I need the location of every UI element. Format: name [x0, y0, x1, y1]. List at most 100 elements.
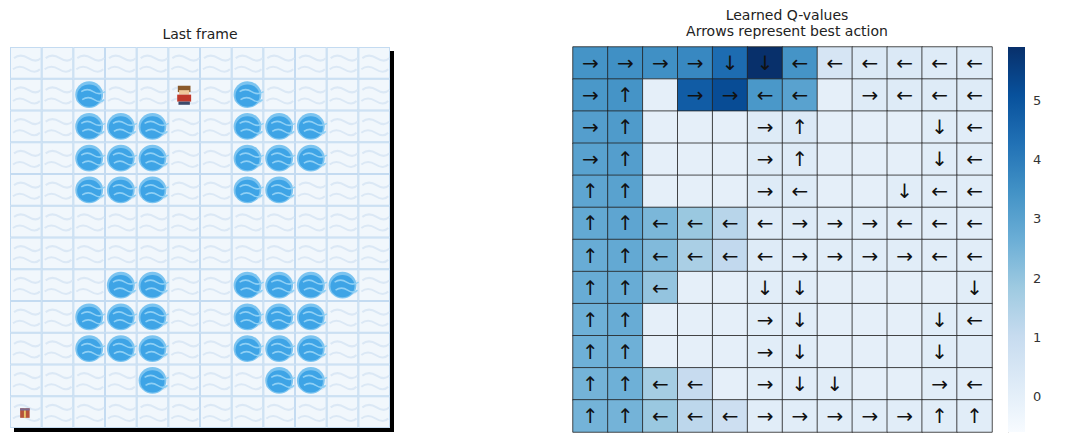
svg-text:↑: ↑: [617, 147, 634, 171]
svg-text:→: →: [931, 372, 948, 396]
svg-text:→: →: [826, 404, 843, 428]
svg-text:←: ←: [792, 51, 809, 75]
svg-text:↓: ↓: [931, 340, 948, 364]
svg-text:←: ←: [757, 83, 774, 107]
svg-text:4: 4: [1033, 152, 1041, 167]
svg-text:→: →: [687, 83, 704, 107]
svg-text:←: ←: [792, 179, 809, 203]
svg-text:←: ←: [931, 211, 948, 235]
svg-text:←: ←: [757, 211, 774, 235]
svg-text:5: 5: [1033, 93, 1041, 108]
svg-text:↑: ↑: [582, 372, 599, 396]
svg-text:←: ←: [966, 244, 983, 268]
svg-text:←: ←: [792, 83, 809, 107]
svg-text:↓: ↓: [757, 276, 774, 300]
svg-text:←: ←: [687, 211, 704, 235]
svg-text:←: ←: [966, 308, 983, 332]
svg-text:←: ←: [966, 211, 983, 235]
svg-text:→: →: [826, 244, 843, 268]
svg-text:←: ←: [652, 244, 669, 268]
svg-text:→: →: [792, 244, 809, 268]
svg-text:→: →: [757, 179, 774, 203]
svg-text:→: →: [757, 340, 774, 364]
svg-text:←: ←: [966, 83, 983, 107]
svg-text:↑: ↑: [617, 276, 634, 300]
svg-text:↓: ↓: [792, 308, 809, 332]
svg-text:←: ←: [652, 404, 669, 428]
svg-text:←: ←: [931, 83, 948, 107]
svg-text:↑: ↑: [582, 340, 599, 364]
svg-text:Arrows represent best action: Arrows represent best action: [686, 23, 888, 39]
svg-text:←: ←: [687, 244, 704, 268]
svg-text:←: ←: [722, 211, 739, 235]
svg-text:→: →: [582, 115, 599, 139]
svg-text:3: 3: [1033, 211, 1041, 226]
svg-text:↑: ↑: [792, 115, 809, 139]
svg-text:←: ←: [652, 211, 669, 235]
svg-text:↑: ↑: [617, 83, 634, 107]
svg-text:←: ←: [896, 83, 913, 107]
svg-text:←: ←: [896, 211, 913, 235]
svg-text:↓: ↓: [931, 308, 948, 332]
svg-text:→: →: [582, 51, 599, 75]
svg-text:1: 1: [1033, 330, 1041, 345]
svg-text:→: →: [896, 244, 913, 268]
svg-text:2: 2: [1033, 271, 1041, 286]
svg-text:→: →: [861, 244, 878, 268]
svg-text:→: →: [792, 404, 809, 428]
svg-text:↑: ↑: [931, 404, 948, 428]
svg-text:↓: ↓: [792, 372, 809, 396]
svg-text:←: ←: [966, 147, 983, 171]
svg-text:↑: ↑: [617, 244, 634, 268]
svg-text:→: →: [617, 51, 634, 75]
svg-text:←: ←: [652, 372, 669, 396]
svg-text:↑: ↑: [617, 308, 634, 332]
svg-text:↓: ↓: [792, 340, 809, 364]
svg-text:↑: ↑: [582, 404, 599, 428]
svg-text:↑: ↑: [617, 179, 634, 203]
svg-text:↑: ↑: [617, 372, 634, 396]
svg-text:→: →: [826, 211, 843, 235]
svg-text:←: ←: [931, 51, 948, 75]
svg-text:Last frame: Last frame: [162, 26, 237, 42]
svg-text:←: ←: [896, 51, 913, 75]
svg-text:→: →: [757, 308, 774, 332]
svg-text:↑: ↑: [617, 340, 634, 364]
svg-text:←: ←: [687, 404, 704, 428]
svg-text:↑: ↑: [582, 308, 599, 332]
svg-text:→: →: [582, 147, 599, 171]
svg-text:→: →: [861, 404, 878, 428]
svg-text:←: ←: [652, 276, 669, 300]
svg-text:←: ←: [826, 51, 843, 75]
svg-text:←: ←: [966, 372, 983, 396]
svg-text:↓: ↓: [931, 115, 948, 139]
svg-text:←: ←: [966, 179, 983, 203]
svg-text:↑: ↑: [617, 404, 634, 428]
svg-text:←: ←: [757, 244, 774, 268]
svg-text:←: ←: [861, 51, 878, 75]
svg-text:→: →: [757, 115, 774, 139]
svg-text:↓: ↓: [722, 51, 739, 75]
svg-text:→: →: [582, 83, 599, 107]
svg-text:←: ←: [931, 179, 948, 203]
svg-text:↑: ↑: [582, 211, 599, 235]
svg-text:↑: ↑: [966, 404, 983, 428]
svg-text:↑: ↑: [792, 147, 809, 171]
svg-text:←: ←: [931, 244, 948, 268]
svg-text:→: →: [861, 83, 878, 107]
svg-text:←: ←: [966, 115, 983, 139]
svg-text:Learned Q-values: Learned Q-values: [726, 7, 849, 23]
svg-text:↑: ↑: [617, 211, 634, 235]
svg-text:→: →: [757, 372, 774, 396]
svg-text:→: →: [722, 83, 739, 107]
svg-text:→: →: [896, 404, 913, 428]
svg-text:←: ←: [687, 372, 704, 396]
svg-text:↓: ↓: [931, 147, 948, 171]
svg-text:→: →: [652, 51, 669, 75]
svg-text:0: 0: [1033, 389, 1041, 404]
svg-text:→: →: [861, 211, 878, 235]
svg-text:↑: ↑: [582, 179, 599, 203]
svg-text:←: ←: [722, 404, 739, 428]
svg-text:↓: ↓: [896, 179, 913, 203]
svg-text:↓: ↓: [966, 276, 983, 300]
